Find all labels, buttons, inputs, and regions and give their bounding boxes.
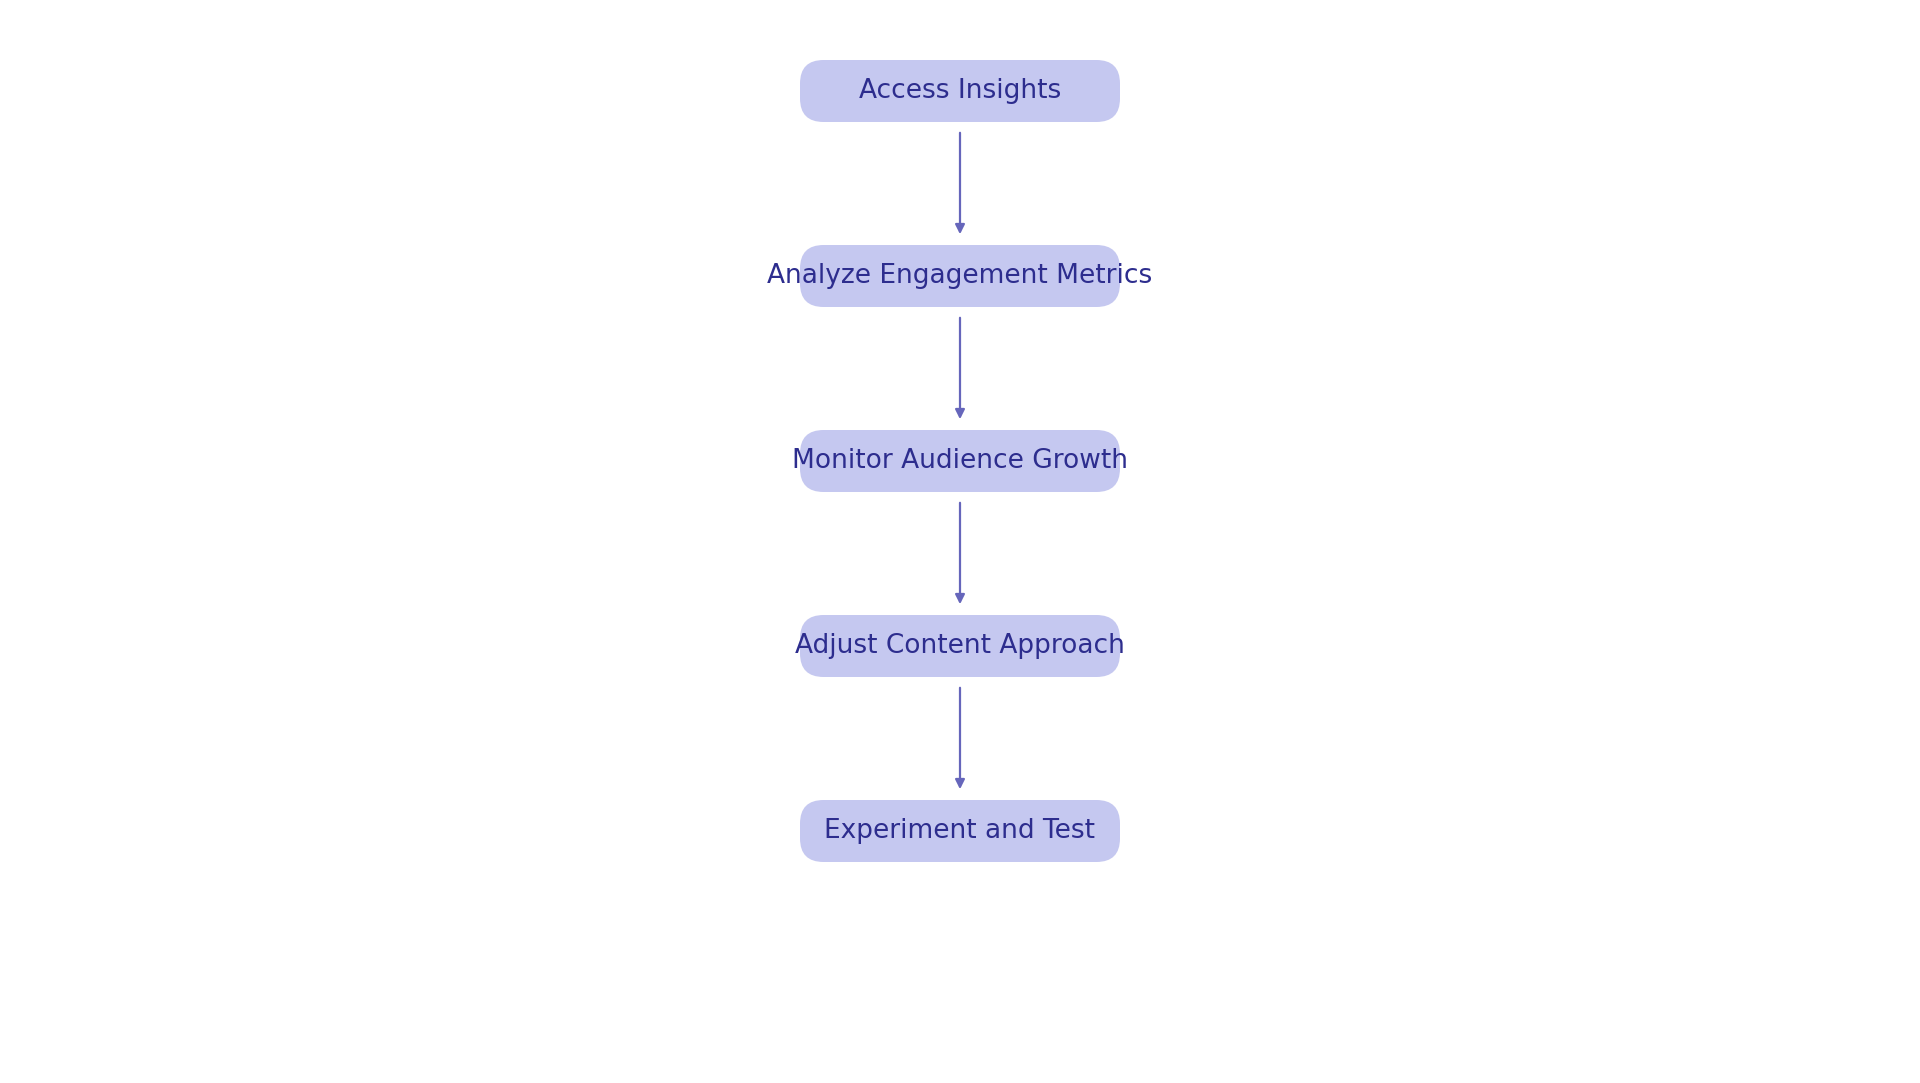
Text: Monitor Audience Growth: Monitor Audience Growth xyxy=(791,448,1129,474)
FancyBboxPatch shape xyxy=(801,800,1119,862)
FancyBboxPatch shape xyxy=(801,615,1119,677)
Text: Access Insights: Access Insights xyxy=(858,78,1062,104)
FancyBboxPatch shape xyxy=(801,430,1119,492)
Text: Analyze Engagement Metrics: Analyze Engagement Metrics xyxy=(768,263,1152,289)
FancyBboxPatch shape xyxy=(801,245,1119,306)
Text: Experiment and Test: Experiment and Test xyxy=(824,818,1096,844)
Text: Adjust Content Approach: Adjust Content Approach xyxy=(795,632,1125,658)
FancyBboxPatch shape xyxy=(801,60,1119,122)
